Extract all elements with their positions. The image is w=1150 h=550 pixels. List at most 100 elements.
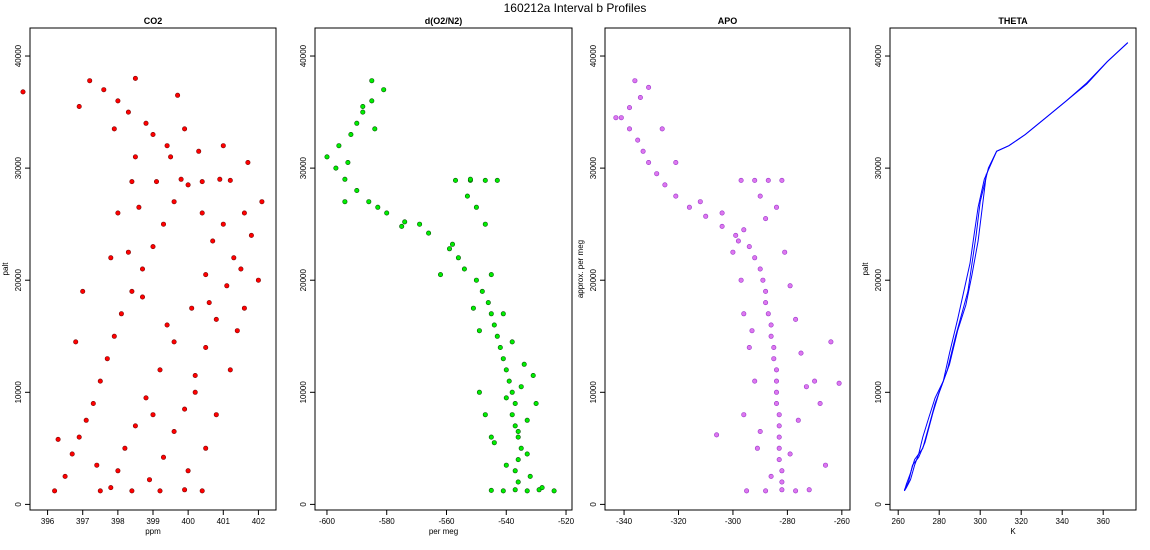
apo-point: [654, 171, 660, 177]
co2-point: [129, 288, 135, 294]
o2n2-point: [479, 288, 485, 294]
co2-point: [192, 372, 198, 378]
o2n2-point: [381, 87, 387, 93]
theta-plot-frame: [889, 27, 1137, 511]
apo-x-tick-label: -280: [779, 517, 796, 526]
co2-point: [203, 445, 209, 451]
theta-x-tick-label: 300: [974, 517, 988, 526]
co2-point: [171, 428, 177, 434]
apo-y-tick-label: 30000: [589, 156, 598, 179]
o2n2-point: [521, 361, 527, 367]
apo-point: [795, 417, 801, 423]
o2n2-point: [366, 199, 372, 205]
co2-point: [231, 255, 237, 261]
apo-point: [787, 451, 793, 457]
co2-point: [182, 487, 188, 493]
co2-point: [161, 221, 167, 227]
co2-point: [245, 160, 251, 166]
apo-point: [782, 249, 788, 255]
o2n2-plot-frame: [314, 27, 573, 511]
apo-point: [776, 445, 782, 451]
apo-point: [613, 115, 619, 121]
apo-point: [746, 344, 752, 350]
co2-point: [115, 98, 121, 104]
co2-point: [118, 311, 124, 317]
apo-point: [787, 283, 793, 289]
o2n2-point: [509, 412, 515, 418]
apo-point: [626, 105, 632, 111]
apo-point: [673, 160, 679, 166]
o2n2-point: [446, 246, 452, 252]
co2-point: [248, 232, 254, 238]
co2-panel: CO2 396 397 398 399 400 401 402 0 10000 20000 30000…: [1, 16, 277, 536]
co2-point: [97, 488, 103, 494]
theta-panel: THETA 260 280 300 320 340 360 0 10000 20000 30000 4…: [861, 16, 1137, 536]
co2-point: [108, 485, 114, 491]
apo-point: [806, 487, 812, 493]
apo-point: [735, 238, 741, 244]
o2n2-point: [503, 395, 509, 401]
apo-point: [741, 227, 747, 233]
co2-point: [199, 488, 205, 494]
o2n2-point: [488, 311, 494, 317]
co2-point: [125, 249, 131, 255]
theta-y-tick-label: 10000: [874, 381, 883, 404]
co2-point: [150, 412, 156, 418]
co2-point: [129, 179, 135, 185]
co2-point: [90, 400, 96, 406]
o2n2-point: [488, 272, 494, 278]
co2-x-tick-label: 401: [217, 517, 231, 526]
o2n2-point: [384, 210, 390, 216]
o2n2-point: [476, 328, 482, 334]
co2-y-axis-label: palt: [1, 262, 10, 276]
o2n2-point: [455, 255, 461, 261]
co2-point: [241, 210, 247, 216]
apo-point: [738, 177, 744, 183]
co2-point: [157, 367, 163, 373]
co2-point: [157, 488, 163, 494]
o2n2-point: [452, 177, 458, 183]
apo-point: [768, 333, 774, 339]
co2-point: [111, 126, 117, 132]
apo-point: [779, 479, 785, 485]
o2n2-point: [354, 120, 360, 126]
co2-point: [171, 339, 177, 345]
co2-point: [154, 179, 160, 185]
o2n2-x-tick-label: -560: [438, 517, 455, 526]
apo-y-tick-label: 20000: [589, 269, 598, 292]
figure-title: 160212a Interval b Profiles: [504, 1, 647, 15]
co2-point: [132, 154, 138, 160]
apo-point: [646, 84, 652, 90]
apo-point: [822, 462, 828, 468]
apo-point: [752, 378, 758, 384]
apo-point: [635, 137, 641, 143]
o2n2-point: [524, 451, 530, 457]
apo-point: [697, 199, 703, 205]
apo-point: [719, 223, 725, 229]
co2-point: [234, 328, 240, 334]
o2n2-point: [500, 356, 506, 362]
o2n2-point: [530, 372, 536, 378]
co2-point: [213, 316, 219, 322]
apo-y-tick-label: 0: [589, 502, 598, 507]
apo-point: [763, 288, 769, 294]
o2n2-point: [500, 488, 506, 494]
apo-point: [776, 434, 782, 440]
apo-point: [659, 126, 665, 132]
apo-point: [741, 412, 747, 418]
apo-point: [763, 488, 769, 494]
o2n2-point: [518, 445, 524, 451]
apo-point: [757, 193, 763, 199]
o2n2-point: [515, 457, 521, 463]
co2-point: [150, 244, 156, 250]
theta-x-tick-label: 320: [1015, 517, 1029, 526]
apo-point: [773, 400, 779, 406]
co2-point: [52, 488, 58, 494]
apo-plot-frame: [604, 27, 851, 511]
apo-y-tick-label: 40000: [589, 44, 598, 67]
apo-point: [618, 115, 624, 121]
co2-point: [115, 210, 121, 216]
o2n2-y-tick-label: 10000: [299, 381, 308, 404]
